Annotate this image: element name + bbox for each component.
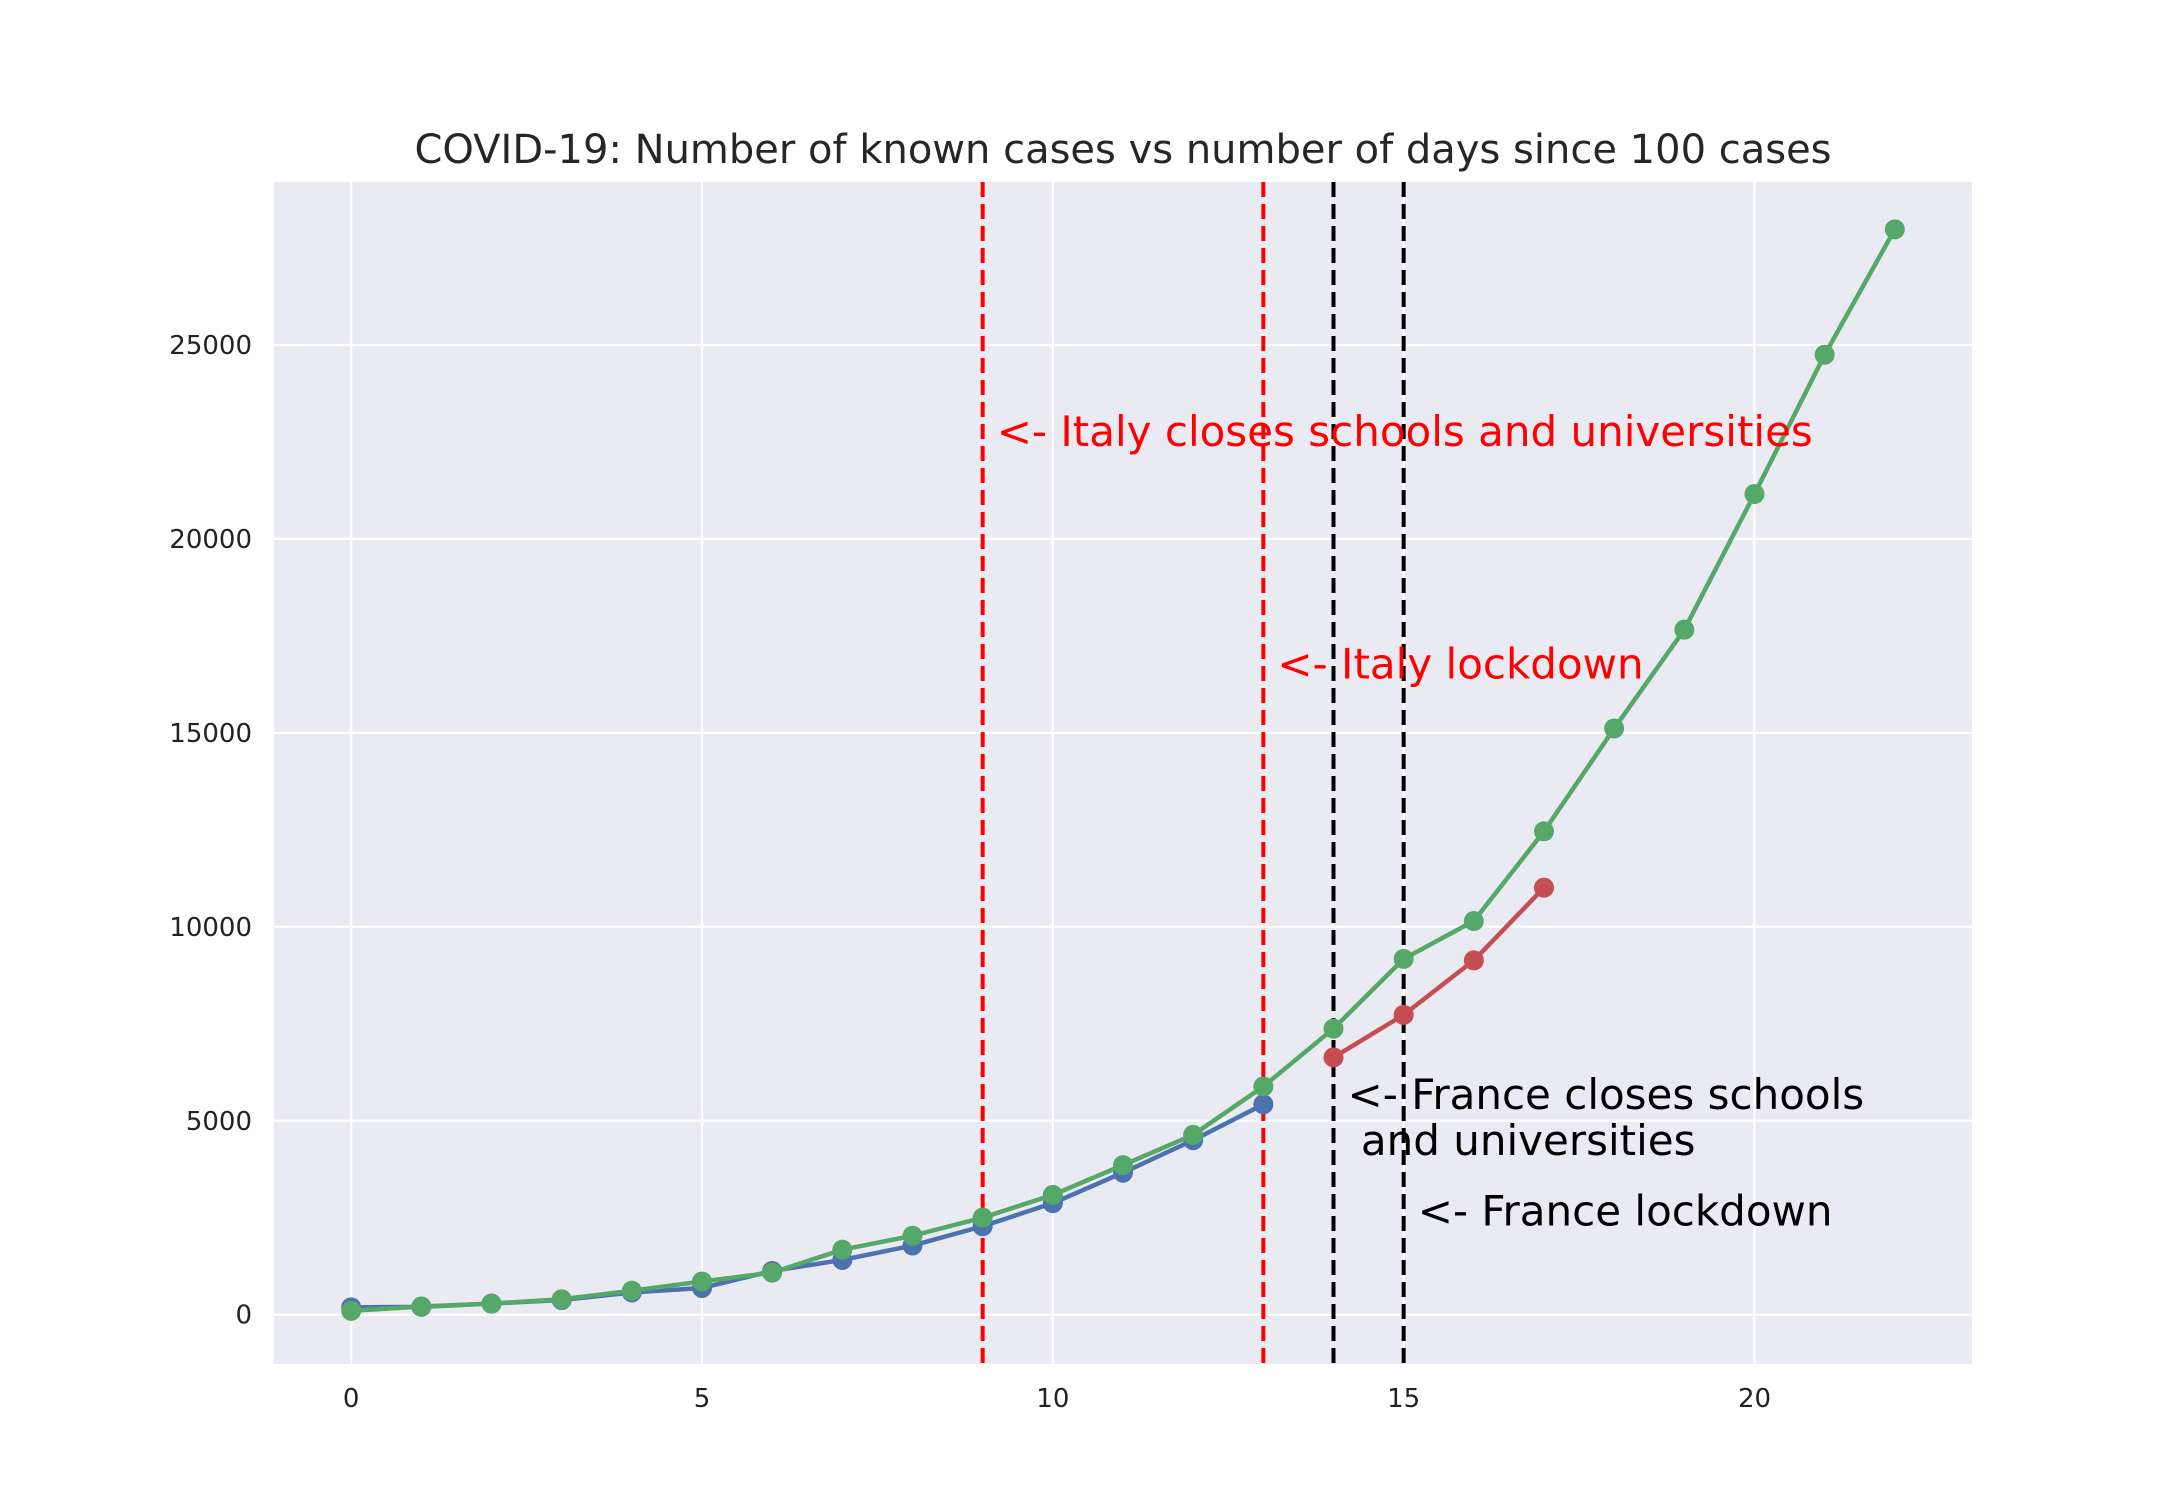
data-point [902, 1225, 923, 1246]
y-tick-label: 0 [235, 1301, 252, 1331]
data-point [551, 1289, 572, 1310]
x-tick-label: 5 [694, 1384, 711, 1414]
data-point [1042, 1184, 1063, 1205]
data-point [1884, 219, 1905, 240]
x-tick-label: 0 [343, 1384, 360, 1414]
annotation-line: <- France closes schools [1348, 1070, 1865, 1119]
grid [274, 182, 1972, 1364]
data-point [1674, 619, 1695, 640]
annotation-line: and universities [1348, 1116, 1696, 1165]
data-point [1393, 1004, 1414, 1025]
y-axis-ticks: 0 5000 10000 15000 20000 25000 [169, 331, 252, 1331]
annotation-line: <- France lockdown [1418, 1187, 1833, 1236]
annotation: <- France closes schools and universitie… [1348, 1070, 1865, 1165]
data-point [481, 1293, 502, 1314]
data-point [1253, 1094, 1274, 1115]
annotation: <- France lockdown [1418, 1187, 1833, 1236]
data-point [1463, 911, 1484, 932]
x-tick-label: 20 [1738, 1384, 1771, 1414]
data-point [1463, 950, 1484, 971]
data-point [621, 1280, 642, 1301]
data-point [1113, 1155, 1133, 1176]
y-tick-label: 25000 [169, 331, 252, 361]
data-point [832, 1239, 853, 1260]
data-point [341, 1300, 362, 1321]
y-tick-label: 10000 [169, 913, 252, 943]
data-point [411, 1296, 432, 1317]
y-tick-label: 20000 [169, 525, 252, 555]
data-point [1183, 1124, 1204, 1145]
data-point [1393, 948, 1414, 969]
annotation-line: <- Italy lockdown [1277, 640, 1643, 689]
data-point [1253, 1076, 1274, 1097]
x-axis-ticks: 0 5 10 15 20 [343, 1384, 1771, 1414]
data-point [1533, 877, 1554, 898]
data-point [972, 1207, 993, 1228]
x-tick-label: 15 [1387, 1384, 1420, 1414]
series-line [1331, 885, 1547, 1060]
annotation: <- Italy closes schools and universities [997, 407, 1813, 456]
annotation: <- Italy lockdown [1277, 640, 1643, 689]
data-point [1533, 821, 1554, 842]
data-series [341, 219, 1905, 1321]
data-point [1323, 1018, 1344, 1039]
chart-title: COVID-19: Number of known cases vs numbe… [414, 127, 1831, 173]
x-tick-label: 10 [1036, 1384, 1069, 1414]
annotation-line: <- Italy closes schools and universities [997, 407, 1813, 456]
data-point [762, 1262, 783, 1283]
data-point [1604, 718, 1625, 739]
series [1323, 877, 1554, 1068]
y-tick-label: 15000 [169, 719, 252, 749]
data-point [1814, 344, 1835, 365]
y-tick-label: 5000 [186, 1107, 252, 1137]
data-point [692, 1271, 713, 1292]
series [341, 219, 1905, 1321]
annotations: <- Italy closes schools and universities… [997, 407, 1864, 1236]
data-point [1744, 484, 1765, 505]
data-point [1323, 1047, 1344, 1068]
